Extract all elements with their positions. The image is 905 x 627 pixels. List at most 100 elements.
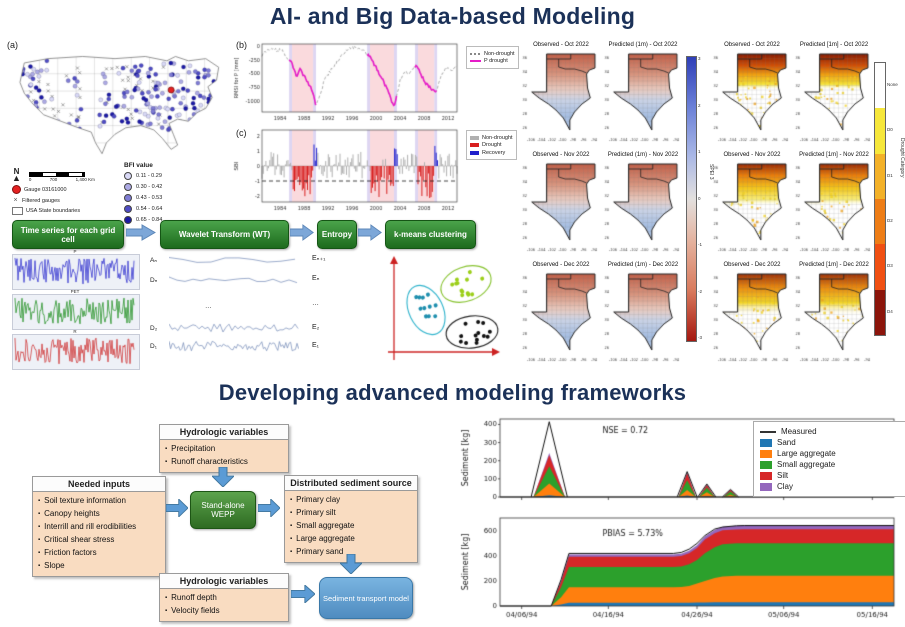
- legend-label: Non-drought: [482, 134, 513, 141]
- entropy-en-label: Eₙ: [312, 275, 320, 282]
- bfi-class-label: 0.43 - 0.53: [136, 195, 163, 201]
- nondrought-patch-icon: [470, 135, 479, 140]
- signal-pet-label: PET: [70, 289, 80, 294]
- bfi-class-icon: [124, 183, 132, 191]
- flow-step-time-series: Time series for each grid cell: [12, 220, 124, 249]
- map-cell: Predicted (1m) - Dec 2022: [603, 262, 683, 367]
- state-boundary-icon: [12, 207, 23, 215]
- entropy-e2-label: E₂: [312, 324, 320, 331]
- entropy-dots: …: [312, 300, 319, 307]
- precip-drought-timeseries-canvas: [232, 38, 462, 126]
- panel-b-legend: Non-drought P drought: [466, 46, 519, 69]
- sediment-transport-model-box: Sediment transport model: [319, 577, 413, 619]
- usa-gauge-map-canvas: [5, 46, 225, 164]
- bfi-legend-title: BFI value: [124, 162, 153, 169]
- legend-label: Recovery: [482, 149, 506, 156]
- hydro-variables-bottom-box: Hydrologic variables Runoff depth Veloci…: [159, 573, 289, 622]
- map-cell: Predicted (1m) - Oct 2022: [603, 42, 683, 147]
- flow-step-entropy: Entropy: [317, 220, 357, 249]
- signal-p-label: P: [73, 249, 77, 254]
- legend-label: Drought: [482, 142, 502, 148]
- spei-colorbar-gradient: [686, 56, 697, 342]
- flow-arrow-icon: [126, 224, 156, 241]
- gauge-dot-icon: [12, 185, 21, 194]
- large-aggregate-patch-icon: [760, 449, 772, 458]
- flow-step-wavelet: Wavelet Transform (WT): [160, 220, 289, 249]
- drought-colorbar-label: Drought Category: [899, 138, 905, 178]
- bfi-class-icon: [124, 194, 132, 202]
- bfi-class-icon: [124, 172, 132, 180]
- flow-step-kmeans: k-means clustering: [385, 220, 476, 249]
- usa-map-legend: N ▲ 0 700 1,400 Km Gauge 03161000 × Filter…: [12, 168, 112, 215]
- states-legend-label: USA State boundaries: [26, 208, 81, 214]
- recovery-patch-icon: [470, 150, 479, 155]
- drought-colorbar: None D0 D1 D2 D3 D4 Drought Category: [874, 62, 905, 336]
- bfi-legend: BFI value 0.11 - 0.29 0.30 - 0.42 0.43 -…: [124, 162, 219, 224]
- sbi-bars-canvas: [232, 126, 462, 218]
- map-cell: Observed - Dec 2022: [712, 262, 792, 367]
- signal-pet-canvas: [14, 296, 136, 326]
- north-arrow-icon: N ▲: [12, 167, 21, 183]
- map-cell: Predicted [1m] - Nov 2022: [794, 152, 874, 257]
- bfi-class-label: 0.65 - 0.84: [136, 217, 163, 223]
- wavelet-dn-row: Dₙ: [150, 274, 299, 286]
- signal-p-canvas: [14, 256, 136, 286]
- down-arrow-icon: [212, 467, 234, 487]
- flow-arrow-icon: [290, 224, 314, 241]
- map-cell: Predicted (1m) - Nov 2022: [603, 152, 683, 257]
- wavelet-d2-row: D₂: [150, 322, 299, 334]
- nondrought-line-icon: [470, 52, 481, 55]
- wavelet-d1-row: D₁: [150, 340, 299, 352]
- filtered-legend-label: Filtered gauges: [22, 197, 60, 204]
- scale-0: 0: [28, 177, 32, 182]
- gauge-legend-label: Gauge 03161000: [24, 186, 67, 193]
- map-cell: Observed - Dec 2022: [521, 262, 601, 367]
- panel-a-label: (a): [7, 40, 18, 50]
- pdrought-line-icon: [470, 60, 481, 62]
- map-cell: Observed - Nov 2022: [712, 152, 792, 257]
- map-cell: Observed - Oct 2022: [712, 42, 792, 147]
- right-arrow-icon: [291, 585, 315, 603]
- silt-patch-icon: [760, 471, 772, 480]
- hydro-variables-top-box: Hydrologic variables Precipitation Runof…: [159, 424, 289, 473]
- entropy-en1-label: Eₙ₊₁: [312, 255, 326, 262]
- map-cell: Predicted [1m] - Dec 2022: [794, 262, 874, 367]
- drought-colorbar-ticks: None D0 D1 D2 D3 D4: [887, 82, 898, 314]
- bfi-class-label: 0.11 - 0.29: [136, 173, 162, 179]
- entropy-e1-label: E₁: [312, 342, 320, 349]
- section-title-ai-modeling: AI- and Big Data-based Modeling: [269, 3, 636, 29]
- bfi-class-icon: [124, 216, 132, 224]
- panel-b-label: (b): [236, 40, 247, 50]
- needed-inputs-box: Needed inputs Soil texture information C…: [32, 476, 166, 577]
- small-aggregate-patch-icon: [760, 460, 772, 469]
- scale-mid: 700: [49, 177, 58, 182]
- spei-colorbar: 3 2 1 0 -1 -2 -3 SPEI 3: [686, 56, 718, 342]
- bfi-class-icon: [124, 205, 132, 213]
- map-cell: Observed - Oct 2022: [521, 42, 601, 147]
- legend-label: P drought: [484, 58, 508, 64]
- sediment-chart-legend: Measured Sand Large aggregate Small aggr…: [753, 421, 905, 497]
- wepp-box: Stand-alone WEPP: [190, 491, 256, 529]
- clay-patch-icon: [760, 482, 772, 491]
- sediment-cumulative-chart-canvas: [460, 514, 900, 624]
- panel-c-legend: Non-drought Drought Recovery: [466, 130, 517, 160]
- sand-patch-icon: [760, 438, 772, 447]
- signal-r-label: R: [73, 329, 77, 334]
- measured-line-icon: [760, 430, 776, 433]
- wavelet-dots: …: [205, 302, 212, 310]
- distributed-sediment-source-box: Distributed sediment source Primary clay…: [284, 475, 418, 563]
- wavelet-approx-row: Aₙ: [150, 254, 299, 266]
- scale-bar: 0 700 1,400 Km: [28, 172, 95, 182]
- spei-colorbar-ticks: 3 2 1 0 -1 -2 -3: [698, 56, 703, 340]
- bfi-class-label: 0.54 - 0.64: [136, 206, 163, 212]
- right-arrow-icon: [166, 499, 188, 517]
- signal-r-canvas: [14, 336, 136, 366]
- legend-label: Non-drought: [484, 50, 515, 57]
- drought-colorbar-segments: [874, 62, 886, 336]
- drought-patch-icon: [470, 143, 479, 147]
- panel-c-label: (c): [236, 128, 247, 138]
- map-cell: Observed - Nov 2022: [521, 152, 601, 257]
- section-title-frameworks: Developing advanced modeling frameworks: [218, 380, 687, 405]
- bfi-class-label: 0.30 - 0.42: [136, 184, 163, 190]
